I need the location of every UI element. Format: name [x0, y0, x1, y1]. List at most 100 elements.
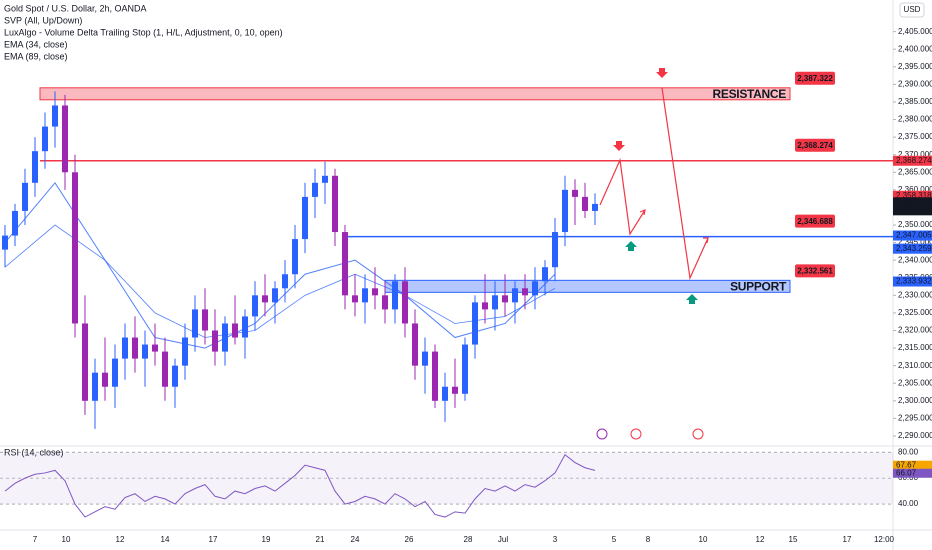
- candle-body: [352, 295, 358, 303]
- y-tick-label: 2,330.000: [898, 290, 932, 299]
- x-tick-label: 12:00: [874, 535, 895, 544]
- rsi-title: RSI (14, close): [4, 447, 64, 457]
- candle-body: [212, 330, 218, 352]
- candle-body: [412, 323, 418, 366]
- candle-body: [102, 372, 108, 387]
- candle-body: [202, 309, 208, 331]
- candle-body: [72, 172, 78, 324]
- candle-body: [62, 105, 68, 173]
- currency[interactable]: USD: [904, 5, 921, 14]
- event-icon[interactable]: [596, 428, 608, 440]
- candle-body: [402, 281, 408, 324]
- candle-body: [312, 182, 318, 197]
- buy-arrow: [686, 294, 698, 304]
- candle-body: [332, 175, 338, 233]
- candle-body: [482, 302, 488, 310]
- price-marker-label: 2,343.259: [896, 244, 932, 253]
- candle-body: [172, 365, 178, 387]
- candle-body: [342, 232, 348, 296]
- candle-body: [52, 105, 58, 127]
- candle-body: [152, 344, 158, 352]
- candle-body: [442, 386, 448, 401]
- candle-body: [232, 323, 238, 338]
- ema-line: [4, 181, 556, 349]
- buy-arrow: [625, 241, 637, 251]
- event-icon[interactable]: [692, 428, 704, 440]
- y-tick-label: 2,360.000: [898, 185, 932, 194]
- candle-body: [532, 281, 538, 296]
- candle-body: [582, 196, 588, 211]
- projection: [599, 157, 646, 236]
- candle-body: [22, 182, 28, 211]
- candle-body: [502, 295, 508, 303]
- candle-body: [142, 344, 148, 359]
- currency-box[interactable]: [899, 2, 925, 18]
- candle-body: [122, 337, 128, 359]
- price-marker-label: 2,358.318: [896, 191, 932, 200]
- y-tick-label: 2,370.000: [898, 150, 932, 159]
- candle-body: [132, 337, 138, 359]
- candle-body: [452, 386, 458, 394]
- countdown: 27:02: [896, 205, 917, 214]
- x-tick-label: 3: [553, 535, 558, 544]
- y-tick-label: 2,375.000: [898, 132, 932, 141]
- y-tick-label: 2,350.000: [898, 220, 932, 229]
- indicator: EMA (34, close): [4, 39, 68, 49]
- candle-body: [392, 281, 398, 310]
- x-tick-label: 12: [756, 535, 765, 544]
- x-tick-label: 5: [612, 535, 617, 544]
- candle-body: [162, 351, 168, 387]
- rsi-tick-label: 40.00: [898, 499, 919, 508]
- level-callout-label: 2,332.561: [797, 266, 833, 275]
- x-tick-label: 12: [116, 535, 125, 544]
- level-callout: [795, 138, 835, 152]
- candle-body: [432, 351, 438, 401]
- price-marker: [893, 276, 932, 287]
- candle-body: [592, 203, 598, 211]
- candle-body: [2, 235, 8, 250]
- candle-body: [512, 288, 518, 303]
- rsi-marker: [893, 468, 932, 478]
- candle-body: [522, 288, 528, 296]
- candle-body: [242, 316, 248, 338]
- y-tick-label: 2,365.000: [898, 167, 932, 176]
- projection: [661, 87, 709, 281]
- candle-body: [42, 126, 48, 152]
- level-callout-label: 2,387.322: [797, 74, 833, 83]
- sell-arrow: [613, 141, 625, 151]
- candle-body: [12, 210, 18, 236]
- indicator: SVP (All, Up/Down): [4, 15, 82, 25]
- x-tick-label: 10: [699, 535, 708, 544]
- candle-body: [562, 189, 568, 233]
- y-tick-label: 2,340.000: [898, 255, 932, 264]
- candle-body: [572, 189, 578, 197]
- event-icon[interactable]: [630, 428, 642, 440]
- candle-body: [32, 151, 38, 183]
- level-callout: [795, 214, 835, 228]
- x-tick-label: 15: [789, 535, 798, 544]
- candle-body: [472, 302, 478, 345]
- level-callout: [795, 264, 835, 278]
- candle-body: [262, 295, 268, 303]
- price-marker-label: 2,356.455: [896, 197, 932, 206]
- zone: [39, 87, 791, 101]
- y-tick-label: 2,405.000: [898, 27, 932, 36]
- x-tick-label: Jul: [498, 535, 508, 544]
- y-tick-label: 2,295.000: [898, 413, 932, 422]
- x-tick-label: 19: [262, 535, 271, 544]
- x-tick-label: 14: [161, 535, 170, 544]
- y-tick-label: 2,315.000: [898, 343, 932, 352]
- x-tick-label: 28: [464, 535, 473, 544]
- x-tick-label: 26: [405, 535, 414, 544]
- y-tick-label: 2,310.000: [898, 361, 932, 370]
- candle-body: [282, 274, 288, 289]
- candle-body: [92, 372, 98, 401]
- level-callout-label: 2,346.688: [797, 217, 833, 226]
- rsi-tick-label: 80.00: [898, 447, 919, 456]
- price-marker-label: 2,347.005: [896, 231, 932, 240]
- price-marker: [893, 155, 932, 166]
- candle-body: [252, 295, 258, 317]
- candle-body: [372, 288, 378, 296]
- y-tick-label: 2,380.000: [898, 115, 932, 124]
- candle-body: [192, 309, 198, 338]
